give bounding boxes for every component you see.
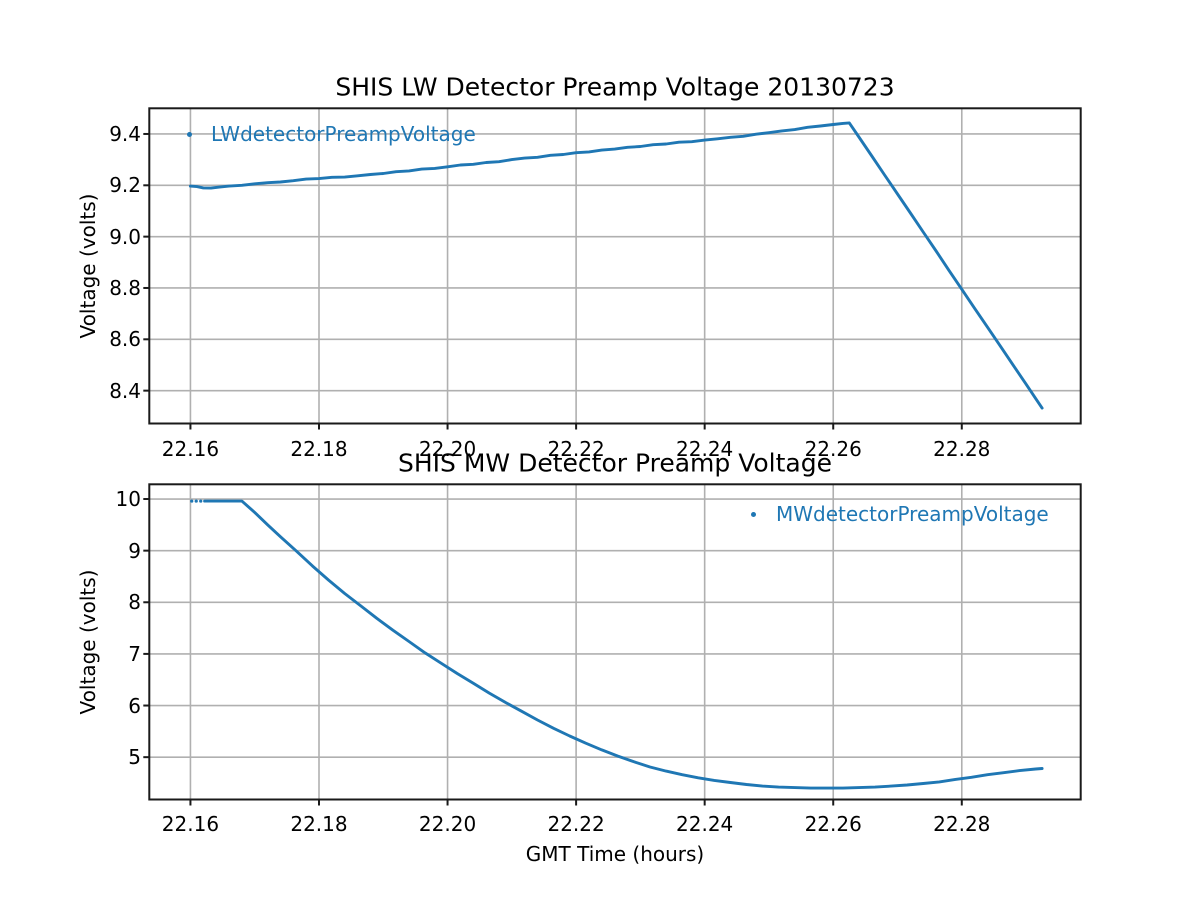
mw-x-tick-label: 22.28 <box>933 812 991 836</box>
mw-series-dot <box>190 499 194 503</box>
lw-x-tick-label: 22.24 <box>676 437 734 461</box>
mw-x-tick-label: 22.24 <box>676 812 734 836</box>
mw-y-tick-label: 10 <box>115 487 141 511</box>
mw-x-tick-label: 22.26 <box>804 812 862 836</box>
lw-legend-marker-dot-icon <box>187 131 192 137</box>
lw-x-tick-label: 22.22 <box>547 437 605 461</box>
mw-legend-marker-dot-icon <box>751 511 756 517</box>
mw-y-tick-label: 5 <box>128 745 141 770</box>
mw-y-tick-label: 9 <box>128 538 141 563</box>
mw-series-dot <box>199 499 203 503</box>
mw-chart-title: SHIS MW Detector Preamp Voltage <box>398 448 832 478</box>
lw-y-tick-label: 8.8 <box>109 275 141 300</box>
lw-y-tick-label: 9.4 <box>109 121 141 146</box>
mw-legend: MWdetectorPreampVoltage <box>751 502 1049 526</box>
lw-plot <box>143 107 1082 430</box>
mw-x-tick-label: 22.22 <box>547 812 605 836</box>
mw-plot <box>143 483 1082 806</box>
lw-y-axis-label: Voltage (volts) <box>76 193 100 339</box>
mw-axes-frame <box>148 483 1082 801</box>
lw-y-tick-label: 9.2 <box>109 173 141 198</box>
mw-y-axis-label: Voltage (volts) <box>76 569 100 715</box>
mw-legend-label: MWdetectorPreampVoltage <box>776 502 1049 526</box>
mw-x-tick-label: 22.20 <box>418 812 477 836</box>
mw-series-dot <box>194 499 198 503</box>
mw-y-tick-label: 8 <box>128 590 141 615</box>
lw-axes-frame <box>148 107 1082 425</box>
lw-x-tick-label: 22.20 <box>418 437 477 461</box>
lw-x-tick-label: 22.28 <box>933 437 991 461</box>
mw-y-tick-label: 6 <box>128 693 141 718</box>
mw-series-line <box>203 499 1044 790</box>
lw-chart-title: SHIS LW Detector Preamp Voltage 20130723 <box>335 72 895 102</box>
lw-x-tick-label: 22.18 <box>290 437 348 461</box>
lw-legend-label: LWdetectorPreampVoltage <box>211 122 476 146</box>
mw-x-tick-label: 22.16 <box>161 812 220 836</box>
lw-series-line <box>188 121 1044 410</box>
lw-y-tick-label: 8.4 <box>109 378 141 403</box>
mw-x-axis-label: GMT Time (hours) <box>525 842 705 866</box>
lw-x-tick-label: 22.26 <box>804 437 862 461</box>
lw-legend: LWdetectorPreampVoltage <box>187 122 476 146</box>
mw-y-tick-label: 7 <box>128 641 141 666</box>
lw-x-tick-label: 22.16 <box>161 437 220 461</box>
lw-y-tick-label: 8.6 <box>109 327 141 352</box>
lw-y-tick-label: 9.0 <box>109 224 141 249</box>
mw-x-tick-label: 22.18 <box>290 812 348 836</box>
